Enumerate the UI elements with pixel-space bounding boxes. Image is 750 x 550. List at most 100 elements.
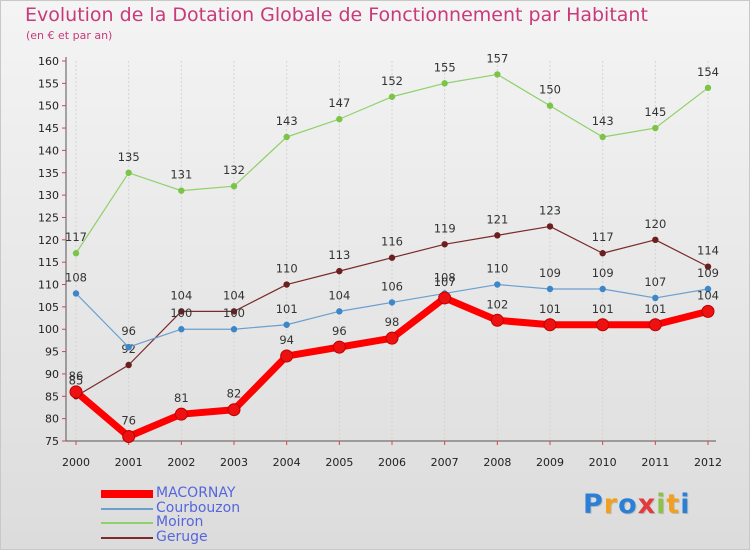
y-tick-label: 80 bbox=[45, 413, 59, 426]
data-label-moiron: 117 bbox=[65, 230, 87, 244]
y-tick-label: 155 bbox=[38, 77, 59, 90]
data-label-geruge: 104 bbox=[223, 288, 245, 302]
data-point-moiron bbox=[125, 169, 132, 176]
data-point-moiron bbox=[704, 84, 712, 92]
y-tick-label: 100 bbox=[38, 323, 59, 336]
x-tick-label: 2012 bbox=[694, 456, 722, 469]
data-point-courbouzon bbox=[704, 285, 712, 293]
data-label-geruge: 119 bbox=[434, 221, 456, 235]
data-point-geruge bbox=[388, 254, 396, 261]
data-label-moiron: 131 bbox=[170, 168, 192, 182]
y-tick-label: 95 bbox=[45, 346, 59, 359]
y-tick-label: 90 bbox=[45, 368, 59, 381]
data-label-courbouzon: 108 bbox=[65, 270, 87, 284]
y-tick-label: 140 bbox=[38, 144, 59, 157]
data-label-courbouzon: 109 bbox=[697, 266, 719, 280]
data-point-macornay bbox=[385, 331, 399, 345]
data-point-macornay bbox=[69, 385, 83, 399]
data-point-courbouzon bbox=[283, 321, 290, 328]
data-label-moiron: 143 bbox=[276, 114, 298, 128]
data-point-moiron bbox=[283, 133, 290, 141]
data-point-geruge bbox=[652, 236, 659, 244]
data-point-moiron bbox=[72, 250, 80, 257]
y-tick-label: 105 bbox=[38, 301, 59, 314]
data-point-geruge bbox=[336, 267, 343, 275]
data-point-geruge bbox=[125, 361, 132, 369]
data-point-geruge bbox=[441, 241, 448, 248]
data-label-geruge: 123 bbox=[539, 203, 561, 217]
y-tick-label: 120 bbox=[38, 234, 59, 247]
data-label-macornay: 104 bbox=[697, 288, 719, 302]
data-point-macornay bbox=[174, 407, 188, 421]
data-point-courbouzon bbox=[546, 285, 554, 293]
data-label-courbouzon: 109 bbox=[592, 266, 614, 280]
data-label-courbouzon: 104 bbox=[328, 288, 350, 302]
data-label-macornay: 82 bbox=[227, 387, 242, 401]
data-point-macornay bbox=[701, 304, 715, 318]
data-label-moiron: 145 bbox=[644, 105, 666, 119]
data-label-macornay: 101 bbox=[644, 302, 666, 316]
data-point-geruge bbox=[230, 308, 238, 315]
data-point-macornay bbox=[332, 340, 346, 354]
data-label-geruge: 104 bbox=[170, 288, 192, 302]
x-tick-label: 2002 bbox=[167, 456, 195, 469]
data-point-moiron bbox=[494, 71, 501, 78]
data-point-geruge bbox=[599, 250, 606, 257]
data-label-geruge: 114 bbox=[697, 244, 719, 258]
data-point-courbouzon bbox=[599, 285, 606, 293]
chart-title: Evolution de la Dotation Globale de Fonc… bbox=[25, 4, 648, 26]
x-tick-label: 2009 bbox=[536, 456, 564, 469]
data-point-moiron bbox=[230, 182, 238, 190]
data-point-macornay bbox=[122, 430, 136, 444]
data-label-macornay: 102 bbox=[486, 297, 508, 311]
data-label-courbouzon: 110 bbox=[486, 262, 508, 276]
data-label-macornay: 98 bbox=[385, 315, 400, 329]
data-point-courbouzon bbox=[125, 343, 132, 351]
data-label-geruge: 121 bbox=[486, 212, 508, 226]
y-tick-label: 75 bbox=[45, 435, 59, 448]
y-tick-label: 135 bbox=[38, 167, 59, 180]
data-label-moiron: 152 bbox=[381, 74, 403, 88]
data-label-courbouzon: 106 bbox=[381, 279, 403, 293]
data-label-macornay: 101 bbox=[539, 302, 561, 316]
data-point-courbouzon bbox=[652, 294, 659, 302]
data-label-macornay: 81 bbox=[174, 391, 189, 405]
x-tick-label: 2008 bbox=[483, 456, 511, 469]
data-label-moiron: 132 bbox=[223, 163, 245, 177]
proxiti-logo: Proxiti bbox=[583, 489, 691, 520]
y-tick-label: 145 bbox=[38, 122, 59, 135]
data-label-moiron: 155 bbox=[434, 60, 456, 74]
data-point-macornay bbox=[596, 318, 610, 332]
x-tick-label: 2011 bbox=[641, 456, 669, 469]
data-label-courbouzon: 100 bbox=[223, 306, 245, 320]
x-tick-label: 2000 bbox=[62, 456, 90, 469]
chart-subtitle: (en € et par an) bbox=[26, 29, 113, 42]
x-tick-label: 2010 bbox=[589, 456, 617, 469]
data-point-courbouzon bbox=[336, 308, 343, 315]
x-tick-label: 2001 bbox=[115, 456, 143, 469]
x-tick-label: 2004 bbox=[273, 456, 301, 469]
data-label-macornay: 96 bbox=[332, 324, 347, 338]
data-label-moiron: 147 bbox=[328, 96, 350, 110]
data-label-moiron: 143 bbox=[592, 114, 614, 128]
data-label-macornay: 86 bbox=[69, 369, 84, 383]
data-label-courbouzon: 107 bbox=[644, 275, 666, 289]
legend-swatch bbox=[101, 536, 153, 539]
data-label-geruge: 110 bbox=[276, 262, 298, 276]
data-label-macornay: 107 bbox=[434, 275, 456, 289]
y-tick-label: 130 bbox=[38, 189, 59, 202]
x-tick-label: 2007 bbox=[431, 456, 459, 469]
y-tick-label: 85 bbox=[45, 390, 59, 403]
data-label-geruge: 120 bbox=[644, 217, 666, 231]
data-label-geruge: 117 bbox=[592, 230, 614, 244]
data-point-macornay bbox=[490, 313, 504, 327]
data-point-geruge bbox=[704, 263, 712, 270]
legend-swatch bbox=[101, 522, 153, 524]
legend-swatch bbox=[101, 507, 153, 510]
legend-label: Courbouzon bbox=[156, 499, 241, 516]
data-point-moiron bbox=[441, 80, 448, 87]
data-point-courbouzon bbox=[72, 290, 80, 297]
data-point-courbouzon bbox=[494, 281, 501, 288]
data-label-geruge: 116 bbox=[381, 235, 403, 249]
